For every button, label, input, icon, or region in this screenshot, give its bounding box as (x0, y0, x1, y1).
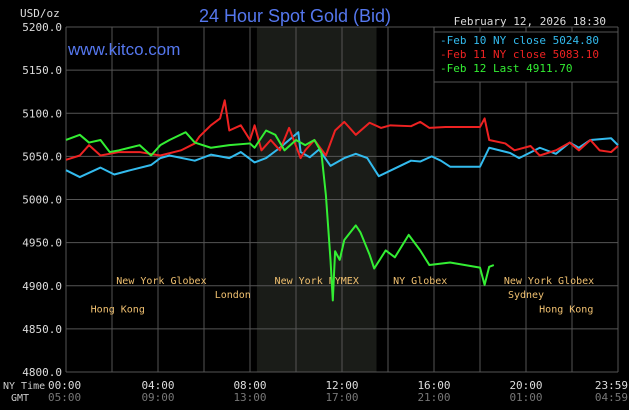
x-tick-ny: 12:00 (325, 379, 358, 392)
x-tick-gmt: 01:00 (509, 391, 542, 404)
date-label: February 12, 2026 18:30 (454, 15, 606, 28)
x-tick-ny: 08:00 (233, 379, 266, 392)
session-label: New York Globex (504, 276, 594, 287)
session-label: New York NYMEX (275, 276, 359, 287)
y-tick-label: 4850.0 (22, 323, 62, 336)
y-tick-label: 4950.0 (22, 237, 62, 250)
chart-title: 24 Hour Spot Gold (Bid) (199, 6, 391, 26)
legend-entry: -Feb 10 NY close 5024.80 (440, 34, 599, 47)
x-tick-gmt: 05:00 (48, 391, 81, 404)
y-tick-label: 4800.0 (22, 366, 62, 379)
legend-entry: -Feb 12 Last 4911.70 (440, 62, 572, 75)
session-label: New York Globex (116, 276, 206, 287)
x-tick-gmt: 04:59 (595, 391, 628, 404)
session-label: Hong Kong (91, 305, 145, 316)
y-axis-label: USD/oz (20, 7, 60, 20)
session-label: London (215, 290, 251, 301)
x-tick-ny: 00:00 (48, 379, 81, 392)
session-label: NY Globex (393, 276, 447, 287)
session-label: Sydney (508, 290, 544, 301)
y-tick-label: 4900.0 (22, 280, 62, 293)
y-tick-label: 5100.0 (22, 107, 62, 120)
gmt-label: GMT (11, 393, 29, 404)
x-tick-ny: 20:00 (509, 379, 542, 392)
y-tick-label: 5150.0 (22, 64, 62, 77)
y-tick-label: 5000.0 (22, 194, 62, 207)
x-tick-gmt: 13:00 (233, 391, 266, 404)
series-line-feb-10 (65, 131, 619, 179)
y-tick-label: 5200.0 (22, 21, 62, 34)
session-label: Hong Kong (539, 305, 593, 316)
x-tick-ny: 23:59 (595, 379, 628, 392)
x-tick-gmt: 17:00 (325, 391, 358, 404)
series-line-feb-12 (65, 129, 495, 302)
y-tick-label: 5050.0 (22, 150, 62, 163)
legend-entry: -Feb 11 NY close 5083.10 (440, 48, 599, 61)
x-tick-gmt: 21:00 (417, 391, 450, 404)
legend: -Feb 10 NY close 5024.80-Feb 11 NY close… (433, 31, 619, 83)
x-tick-gmt: 09:00 (141, 391, 174, 404)
ny-time-label: NY Time (3, 381, 45, 392)
legend-box (433, 31, 619, 83)
x-tick-ny: 16:00 (417, 379, 450, 392)
watermark: www.kitco.com (67, 40, 180, 59)
x-tick-ny: 04:00 (141, 379, 174, 392)
